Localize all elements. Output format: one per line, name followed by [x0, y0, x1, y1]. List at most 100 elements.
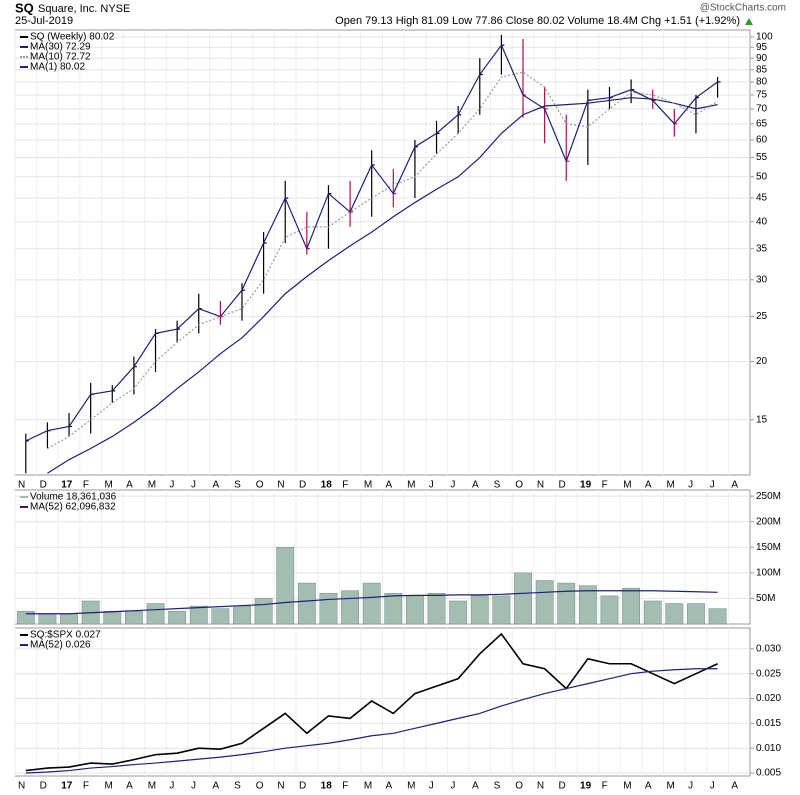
x-tick-label: A — [645, 781, 652, 792]
y-tick-label: 0.030 — [756, 643, 781, 654]
y-tick-label: 0.015 — [756, 718, 781, 729]
x-tick-label: A — [213, 480, 220, 491]
y-tick-label: 60 — [756, 135, 768, 146]
x-tick-label: D — [299, 480, 306, 491]
x-tick-label: N — [18, 781, 25, 792]
volume-bar — [600, 595, 619, 625]
legend-label: MA(10) 72.72 — [30, 52, 91, 63]
symbol: SQ — [15, 0, 34, 15]
volume-bar — [643, 600, 662, 625]
volume-bar — [254, 598, 273, 625]
volume-bar — [557, 582, 576, 625]
volume-bar — [233, 605, 251, 625]
volume-bar — [622, 587, 640, 625]
x-tick-label: M — [407, 781, 415, 792]
volume-bar — [427, 593, 446, 625]
legend-label: SQ (Weekly) 80.02 — [30, 32, 115, 43]
x-tick-label: J — [191, 781, 196, 792]
volume-bar — [146, 603, 165, 625]
x-tick-label: D — [299, 781, 306, 792]
x-tick-label: M — [148, 480, 156, 491]
x-tick-label: J — [429, 480, 434, 491]
volume-bar — [492, 595, 511, 625]
x-tick-label: S — [234, 480, 241, 491]
x-tick-label: A — [472, 480, 479, 491]
series-line — [47, 71, 718, 450]
x-tick-label: A — [213, 781, 220, 792]
x-tick-label: J — [688, 781, 693, 792]
x-tick-label: F — [602, 781, 608, 792]
volume-bar — [406, 595, 424, 625]
brand: @StockCharts.com — [700, 3, 786, 14]
y-tick-label: 75 — [756, 90, 768, 101]
x-tick-label: M — [364, 781, 372, 792]
volume-bar — [535, 580, 554, 625]
y-tick-label: 85 — [756, 64, 768, 75]
series-line — [25, 632, 718, 772]
x-tick-label: M — [667, 781, 675, 792]
x-tick-label: O — [515, 480, 523, 491]
y-tick-label: 30 — [756, 274, 768, 285]
y-tick-label: 50M — [756, 593, 775, 604]
y-tick-label: 0.020 — [756, 693, 781, 704]
x-tick-label: N — [277, 480, 284, 491]
x-tick-label: J — [688, 480, 693, 491]
volume-bar — [319, 593, 338, 625]
volume-bar — [103, 610, 122, 625]
x-tick-label: N — [537, 781, 544, 792]
x-tick-label: D — [40, 781, 47, 792]
y-tick-label: 65 — [756, 118, 768, 129]
x-tick-label: 19 — [580, 781, 592, 792]
x-tick-label: J — [710, 781, 715, 792]
x-tick-label: 18 — [321, 480, 333, 491]
volume-bar — [276, 547, 295, 625]
x-tick-label: J — [169, 781, 174, 792]
y-tick-label: 55 — [756, 152, 768, 163]
x-tick-label: J — [450, 480, 455, 491]
volume-bar — [341, 590, 359, 625]
legend-label: MA(1) 80.02 — [30, 62, 85, 73]
volume-bar — [362, 582, 381, 625]
volume-bar — [514, 572, 532, 625]
volume-bar — [384, 593, 403, 625]
x-tick-label: M — [364, 480, 372, 491]
y-tick-label: 0.025 — [756, 668, 781, 679]
x-tick-label: F — [83, 480, 89, 491]
x-tick-label: O — [256, 480, 264, 491]
volume-bar — [38, 613, 57, 625]
legend-label: MA(30) 72.29 — [30, 42, 91, 53]
series-line — [25, 43, 718, 442]
y-tick-label: 200M — [756, 516, 781, 527]
legend-label: Volume 18,361,036 — [30, 492, 117, 503]
x-tick-label: N — [537, 480, 544, 491]
x-tick-label: 17 — [61, 480, 73, 491]
x-tick-label: M — [623, 781, 631, 792]
y-tick-label: 15 — [756, 414, 768, 425]
quote: Open 79.13 High 81.09 Low 77.86 Close 80… — [335, 15, 740, 27]
x-tick-label: 19 — [580, 480, 592, 491]
x-tick-label: A — [472, 781, 479, 792]
y-tick-label: 150M — [756, 542, 781, 553]
x-tick-label: A — [731, 781, 738, 792]
series-line — [25, 668, 718, 774]
y-tick-label: 0.010 — [756, 743, 781, 754]
series-line — [47, 97, 718, 474]
y-tick-label: 70 — [756, 104, 768, 115]
y-tick-label: 25 — [756, 311, 768, 322]
volume-bar — [168, 610, 187, 625]
y-tick-label: 80 — [756, 77, 768, 88]
y-tick-label: 35 — [756, 243, 768, 254]
x-tick-label: J — [191, 480, 196, 491]
series-line — [25, 590, 718, 615]
volume-bar — [578, 585, 597, 625]
x-tick-label: D — [40, 480, 47, 491]
x-tick-label: A — [645, 480, 652, 491]
x-tick-label: 18 — [321, 781, 333, 792]
x-tick-label: J — [169, 480, 174, 491]
volume-bar — [125, 610, 143, 625]
y-tick-label: 250M — [756, 491, 781, 502]
up-arrow — [745, 18, 753, 25]
volume-bar — [449, 600, 468, 625]
x-tick-label: A — [386, 480, 393, 491]
